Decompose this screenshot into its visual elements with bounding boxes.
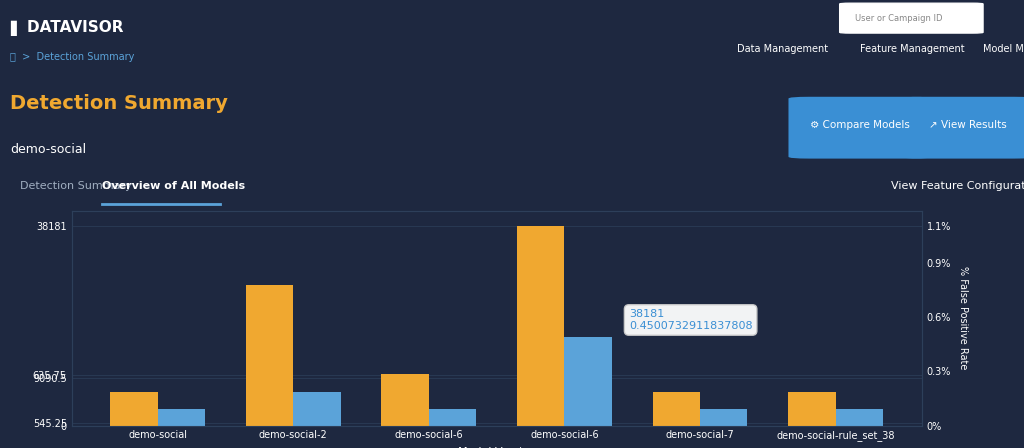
Text: Data Management: Data Management xyxy=(737,44,828,54)
Bar xyxy=(293,392,341,426)
Text: ⚙ Compare Models: ⚙ Compare Models xyxy=(810,121,910,130)
Text: demo-social: demo-social xyxy=(10,143,86,156)
Bar xyxy=(381,375,429,426)
Bar xyxy=(652,392,700,426)
Text: User or Campaign ID: User or Campaign ID xyxy=(855,13,942,23)
Bar xyxy=(788,392,836,426)
Text: ↗ View Results: ↗ View Results xyxy=(929,121,1007,130)
Text: ▌ DATAVISOR: ▌ DATAVISOR xyxy=(10,20,124,36)
Text: 38181
0.4500732911837808: 38181 0.4500732911837808 xyxy=(629,309,753,331)
FancyBboxPatch shape xyxy=(840,3,983,33)
FancyBboxPatch shape xyxy=(901,97,1024,159)
Y-axis label: % False Positive Rate: % False Positive Rate xyxy=(957,267,968,370)
Bar xyxy=(700,409,748,426)
Text: View Feature Configuration: View Feature Configuration xyxy=(891,181,1024,191)
Text: 🏠  >  Detection Summary: 🏠 > Detection Summary xyxy=(10,52,134,62)
Text: Detection Summary: Detection Summary xyxy=(20,181,132,191)
Bar xyxy=(517,227,564,426)
X-axis label: Model Version: Model Version xyxy=(458,447,536,448)
Bar xyxy=(111,392,158,426)
Text: Overview of All Models: Overview of All Models xyxy=(102,181,246,191)
Text: Feature Management: Feature Management xyxy=(860,44,965,54)
Text: Detection Summary: Detection Summary xyxy=(10,94,228,113)
Bar xyxy=(246,285,293,426)
Bar xyxy=(564,337,612,426)
Bar xyxy=(158,409,205,426)
FancyBboxPatch shape xyxy=(788,97,932,159)
Bar xyxy=(429,409,476,426)
Bar xyxy=(836,409,883,426)
Text: Model Management: Model Management xyxy=(983,44,1024,54)
